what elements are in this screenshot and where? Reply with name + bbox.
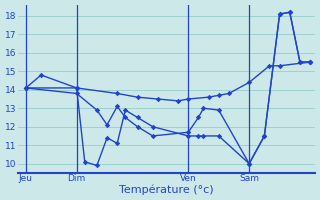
X-axis label: Température (°c): Température (°c) — [119, 185, 214, 195]
